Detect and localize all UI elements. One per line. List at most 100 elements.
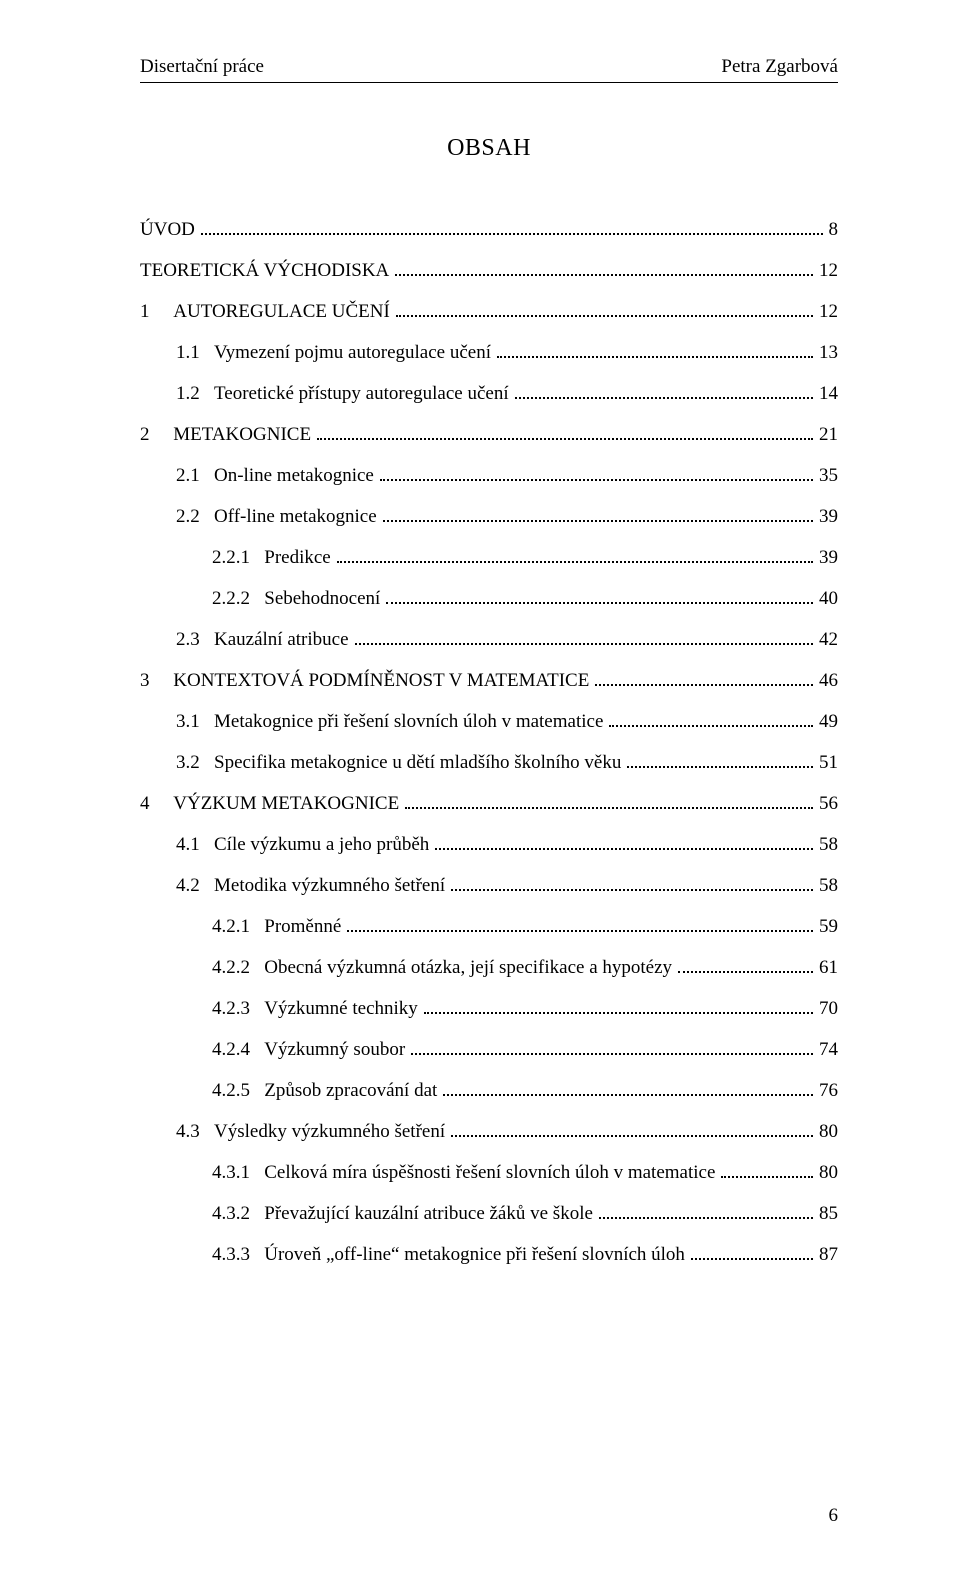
toc-leader-dots bbox=[721, 1168, 813, 1178]
toc-entry-number: 4.2.5 bbox=[212, 1081, 264, 1100]
toc-entry-page: 12 bbox=[819, 261, 838, 280]
toc-entry: 2.2.1 Predikce39 bbox=[212, 548, 838, 567]
toc-entry: 4.3.3 Úroveň „off-line“ metakognice při … bbox=[212, 1245, 838, 1264]
toc-leader-dots bbox=[405, 799, 813, 809]
toc-entry-number: 2.2.1 bbox=[212, 548, 264, 567]
page-header: Disertační práce Petra Zgarbová bbox=[140, 56, 838, 78]
toc-entry: 4 VÝZKUM METAKOGNICE 56 bbox=[140, 794, 838, 813]
toc-leader-dots bbox=[337, 553, 813, 563]
toc-leader-dots bbox=[435, 840, 813, 850]
toc-entry-label: Výsledky výzkumného šetření bbox=[214, 1122, 445, 1141]
toc-entry-page: 74 bbox=[819, 1040, 838, 1059]
toc-entry-number: 4.3.1 bbox=[212, 1163, 264, 1182]
toc-entry-label: Metodika výzkumného šetření bbox=[214, 876, 445, 895]
toc-entry-label: Sebehodnocení bbox=[264, 589, 380, 608]
toc-entry: 4.3 Výsledky výzkumného šetření80 bbox=[176, 1122, 838, 1141]
toc-entry-number: 4.3 bbox=[176, 1122, 214, 1141]
toc-entry-label: Proměnné bbox=[264, 917, 341, 936]
toc-entry-label: Úroveň „off-line“ metakognice při řešení… bbox=[264, 1245, 685, 1264]
toc-entry-page: 39 bbox=[819, 507, 838, 526]
toc-entry-page: 58 bbox=[819, 876, 838, 895]
toc-entry-page: 70 bbox=[819, 999, 838, 1018]
toc-entry-number: 3 bbox=[140, 671, 173, 690]
toc-entry-page: 56 bbox=[819, 794, 838, 813]
toc-entry-number: 3.2 bbox=[176, 753, 214, 772]
toc-leader-dots bbox=[497, 348, 813, 358]
toc-entry: 1 AUTOREGULACE UČENÍ 12 bbox=[140, 302, 838, 321]
toc-entry-label: Výzkumný soubor bbox=[264, 1040, 405, 1059]
toc-entry-number: 1.1 bbox=[176, 343, 214, 362]
toc-leader-dots bbox=[411, 1045, 813, 1055]
toc-entry: 4.2.4 Výzkumný soubor 74 bbox=[212, 1040, 838, 1059]
toc-entry-page: 59 bbox=[819, 917, 838, 936]
toc-entry: 3.2 Specifika metakognice u dětí mladšíh… bbox=[176, 753, 838, 772]
toc-entry-label: Výzkumné techniky bbox=[264, 999, 418, 1018]
toc-entry-number: 4.2.4 bbox=[212, 1040, 264, 1059]
toc-entry-page: 80 bbox=[819, 1163, 838, 1182]
toc-leader-dots bbox=[691, 1250, 813, 1260]
toc-entry: 2 METAKOGNICE21 bbox=[140, 425, 838, 444]
toc-entry: 4.3.2 Převažující kauzální atribuce žáků… bbox=[212, 1204, 838, 1223]
toc-leader-dots bbox=[451, 1127, 813, 1137]
toc-leader-dots bbox=[201, 225, 823, 235]
toc-leader-dots bbox=[317, 430, 813, 440]
toc-entry-label: Predikce bbox=[264, 548, 330, 567]
toc-entry-number: 3.1 bbox=[176, 712, 214, 731]
toc-entry-label: Způsob zpracování dat bbox=[264, 1081, 437, 1100]
toc-entry-label: AUTOREGULACE UČENÍ bbox=[173, 302, 390, 321]
toc-leader-dots bbox=[451, 881, 813, 891]
toc-entry: ÚVOD8 bbox=[140, 220, 838, 239]
header-left: Disertační práce bbox=[140, 56, 264, 78]
toc-entry-number: 4.3.2 bbox=[212, 1204, 264, 1223]
toc-leader-dots bbox=[515, 389, 813, 399]
toc-entry-page: 35 bbox=[819, 466, 838, 485]
toc-entry-page: 49 bbox=[819, 712, 838, 731]
toc-leader-dots bbox=[599, 1209, 813, 1219]
toc-entry-number: 1.2 bbox=[176, 384, 214, 403]
toc-entry-page: 21 bbox=[819, 425, 838, 444]
toc-entry-label: Převažující kauzální atribuce žáků ve šk… bbox=[264, 1204, 593, 1223]
toc-leader-dots bbox=[627, 758, 813, 768]
toc-entry-number: 4.2.3 bbox=[212, 999, 264, 1018]
toc-entry-page: 42 bbox=[819, 630, 838, 649]
toc-entry-number: 4.2.2 bbox=[212, 958, 264, 977]
toc-entry-number: 4.2.1 bbox=[212, 917, 264, 936]
toc-entry-number: 2 bbox=[140, 425, 173, 444]
toc-entry-page: 12 bbox=[819, 302, 838, 321]
toc-leader-dots bbox=[386, 594, 813, 604]
toc-entry: 2.2.2 Sebehodnocení40 bbox=[212, 589, 838, 608]
toc-entry: 4.1 Cíle výzkumu a jeho průběh58 bbox=[176, 835, 838, 854]
toc-leader-dots bbox=[443, 1086, 813, 1096]
toc-entry-label: KONTEXTOVÁ PODMÍNĚNOST V MATEMATICE bbox=[173, 671, 589, 690]
toc-entry-label: Metakognice při řešení slovních úloh v m… bbox=[214, 712, 603, 731]
toc-entry-label: TEORETICKÁ VÝCHODISKA bbox=[140, 261, 389, 280]
toc-entry-label: VÝZKUM METAKOGNICE bbox=[173, 794, 399, 813]
toc-entry-number: 1 bbox=[140, 302, 173, 321]
toc-entry: 4.2.3 Výzkumné techniky 70 bbox=[212, 999, 838, 1018]
toc-entry: 2.1 On-line metakognice35 bbox=[176, 466, 838, 485]
toc-entry-label: Cíle výzkumu a jeho průběh bbox=[214, 835, 429, 854]
toc-entry: 2.3 Kauzální atribuce42 bbox=[176, 630, 838, 649]
toc-entry-page: 51 bbox=[819, 753, 838, 772]
toc-leader-dots bbox=[383, 512, 813, 522]
toc-entry: TEORETICKÁ VÝCHODISKA 12 bbox=[140, 261, 838, 280]
toc-entry: 3.1 Metakognice při řešení slovních úloh… bbox=[176, 712, 838, 731]
toc-entry: 4.2.5 Způsob zpracování dat 76 bbox=[212, 1081, 838, 1100]
toc-entry-page: 58 bbox=[819, 835, 838, 854]
toc-entry-number: 4.3.3 bbox=[212, 1245, 264, 1264]
toc-leader-dots bbox=[609, 717, 813, 727]
toc-entry-page: 13 bbox=[819, 343, 838, 362]
toc-entry-page: 40 bbox=[819, 589, 838, 608]
toc-entry: 4.3.1 Celková míra úspěšnosti řešení slo… bbox=[212, 1163, 838, 1182]
toc-entry-label: On-line metakognice bbox=[214, 466, 374, 485]
toc-entry-label: Vymezení pojmu autoregulace učení bbox=[214, 343, 491, 362]
toc-leader-dots bbox=[395, 266, 813, 276]
toc-entry-number: 4 bbox=[140, 794, 173, 813]
page-title: OBSAH bbox=[140, 135, 838, 162]
toc-leader-dots bbox=[424, 1004, 813, 1014]
toc-entry-page: 85 bbox=[819, 1204, 838, 1223]
toc-leader-dots bbox=[347, 922, 813, 932]
toc-entry-label: Celková míra úspěšnosti řešení slovních … bbox=[264, 1163, 715, 1182]
toc-entry-label: Obecná výzkumná otázka, její specifikace… bbox=[264, 958, 672, 977]
toc-entry-page: 76 bbox=[819, 1081, 838, 1100]
